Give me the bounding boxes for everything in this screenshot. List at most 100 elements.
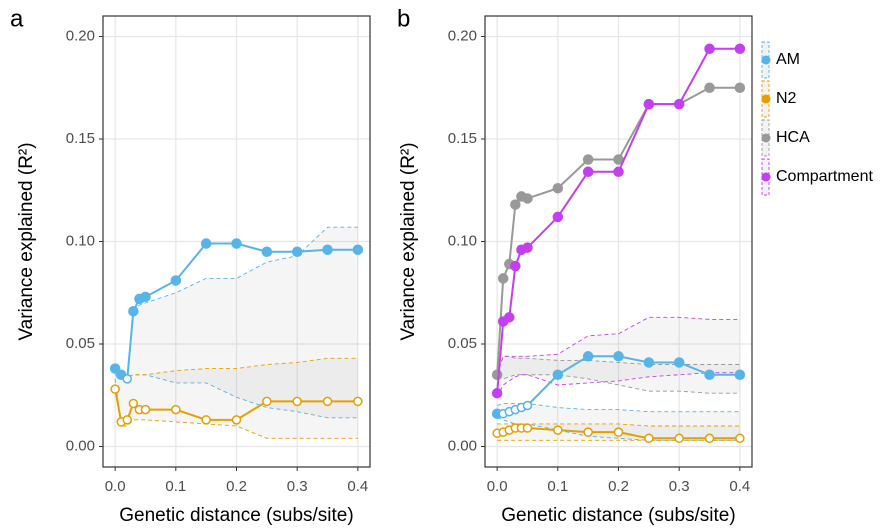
- x-tick-label: 0.2: [226, 478, 247, 495]
- y-axis-label: Variance explained (R²): [398, 142, 419, 340]
- data-point: [643, 98, 655, 110]
- data-point: [704, 433, 715, 444]
- y-tick-label: 0.20: [448, 27, 477, 44]
- data-point: [262, 396, 272, 407]
- x-tick-label: 0.1: [547, 478, 568, 495]
- data-point: [735, 433, 745, 444]
- data-point: [510, 199, 521, 210]
- x-tick-label: 0.4: [347, 478, 368, 495]
- band-fill: [497, 403, 740, 441]
- data-point: [552, 182, 564, 194]
- y-tick-label: 0.10: [66, 232, 95, 249]
- data-point: [522, 193, 533, 204]
- band-line: [496, 316, 740, 375]
- data-point: [231, 238, 242, 249]
- data-point: [582, 166, 594, 178]
- data-point: [613, 166, 624, 178]
- data-point: [644, 433, 654, 444]
- data-point: [353, 396, 363, 407]
- y-tick-label: 0.00: [448, 437, 477, 454]
- data-point: [613, 427, 624, 437]
- panel-label: b: [397, 5, 410, 32]
- data-point: [140, 404, 151, 415]
- plot-border: [102, 15, 371, 468]
- data-point: [582, 154, 594, 165]
- data-point: [201, 415, 211, 425]
- x-tick-label: 0.3: [287, 478, 308, 495]
- y-tick-label: 0.00: [66, 437, 95, 454]
- x-tick-label: 0.3: [669, 478, 690, 495]
- band-line: [497, 423, 740, 427]
- legend-label: HCA: [776, 129, 810, 146]
- band-fill: [115, 227, 358, 418]
- plot-border: [484, 15, 753, 468]
- data-point: [128, 305, 139, 317]
- data-point: [497, 273, 509, 284]
- data-point: [673, 357, 685, 368]
- data-point: [491, 369, 503, 380]
- data-point: [170, 275, 182, 286]
- data-point: [522, 242, 533, 253]
- data-point: [704, 369, 715, 380]
- data-point: [122, 415, 133, 425]
- data-point: [322, 244, 333, 255]
- y-tick-label: 0.20: [66, 27, 95, 44]
- legend-marker: [761, 172, 771, 182]
- data-point: [510, 260, 521, 272]
- data-point: [674, 433, 684, 444]
- data-point: [583, 427, 593, 437]
- x-tick-label: 0.4: [729, 478, 750, 495]
- data-point: [352, 244, 364, 255]
- x-axis-label: Genetic distance (subs/site): [501, 505, 735, 526]
- y-tick-label: 0.10: [448, 232, 477, 249]
- data-point: [171, 404, 181, 415]
- x-tick-label: 0.0: [487, 478, 508, 495]
- data-point: [292, 396, 302, 407]
- data-point: [704, 43, 715, 55]
- y-axis-label: Variance explained (R²): [16, 142, 37, 340]
- x-tick-label: 0.2: [608, 478, 629, 495]
- data-point: [140, 291, 151, 303]
- data-point: [291, 246, 303, 257]
- legend-label: N2: [776, 90, 797, 107]
- data-point: [522, 400, 533, 411]
- x-tick-label: 0.0: [105, 478, 126, 495]
- y-tick-label: 0.15: [448, 130, 477, 147]
- data-point: [110, 384, 120, 394]
- band-line: [496, 372, 740, 398]
- data-point: [522, 423, 533, 433]
- y-tick-label: 0.15: [66, 130, 95, 147]
- legend-marker: [761, 133, 771, 143]
- data-point: [128, 398, 139, 409]
- panel-label: a: [10, 5, 24, 32]
- x-axis-label: Genetic distance (subs/site): [119, 505, 353, 526]
- data-point: [109, 363, 121, 374]
- data-point: [491, 387, 503, 399]
- data-point: [704, 82, 715, 93]
- y-tick-label: 0.05: [66, 335, 95, 352]
- legend-label: AM: [776, 51, 800, 68]
- band-line: [496, 403, 740, 413]
- data-point: [553, 425, 563, 435]
- data-point: [673, 98, 685, 110]
- data-point: [261, 246, 273, 257]
- band-line: [497, 374, 740, 394]
- x-tick-label: 0.1: [165, 478, 186, 495]
- y-tick-label: 0.05: [448, 335, 477, 352]
- data-point: [734, 369, 746, 380]
- data-point: [122, 374, 133, 384]
- legend-marker: [761, 94, 771, 104]
- data-point: [643, 357, 655, 368]
- data-point: [322, 396, 333, 407]
- data-point: [552, 369, 564, 380]
- data-point: [734, 43, 746, 55]
- data-point: [552, 211, 564, 223]
- data-point: [582, 351, 594, 362]
- data-point: [734, 82, 746, 93]
- legend-marker: [761, 55, 771, 65]
- band-line: [115, 357, 358, 378]
- legend-label: Compartment: [776, 168, 873, 185]
- band-fill: [115, 358, 358, 439]
